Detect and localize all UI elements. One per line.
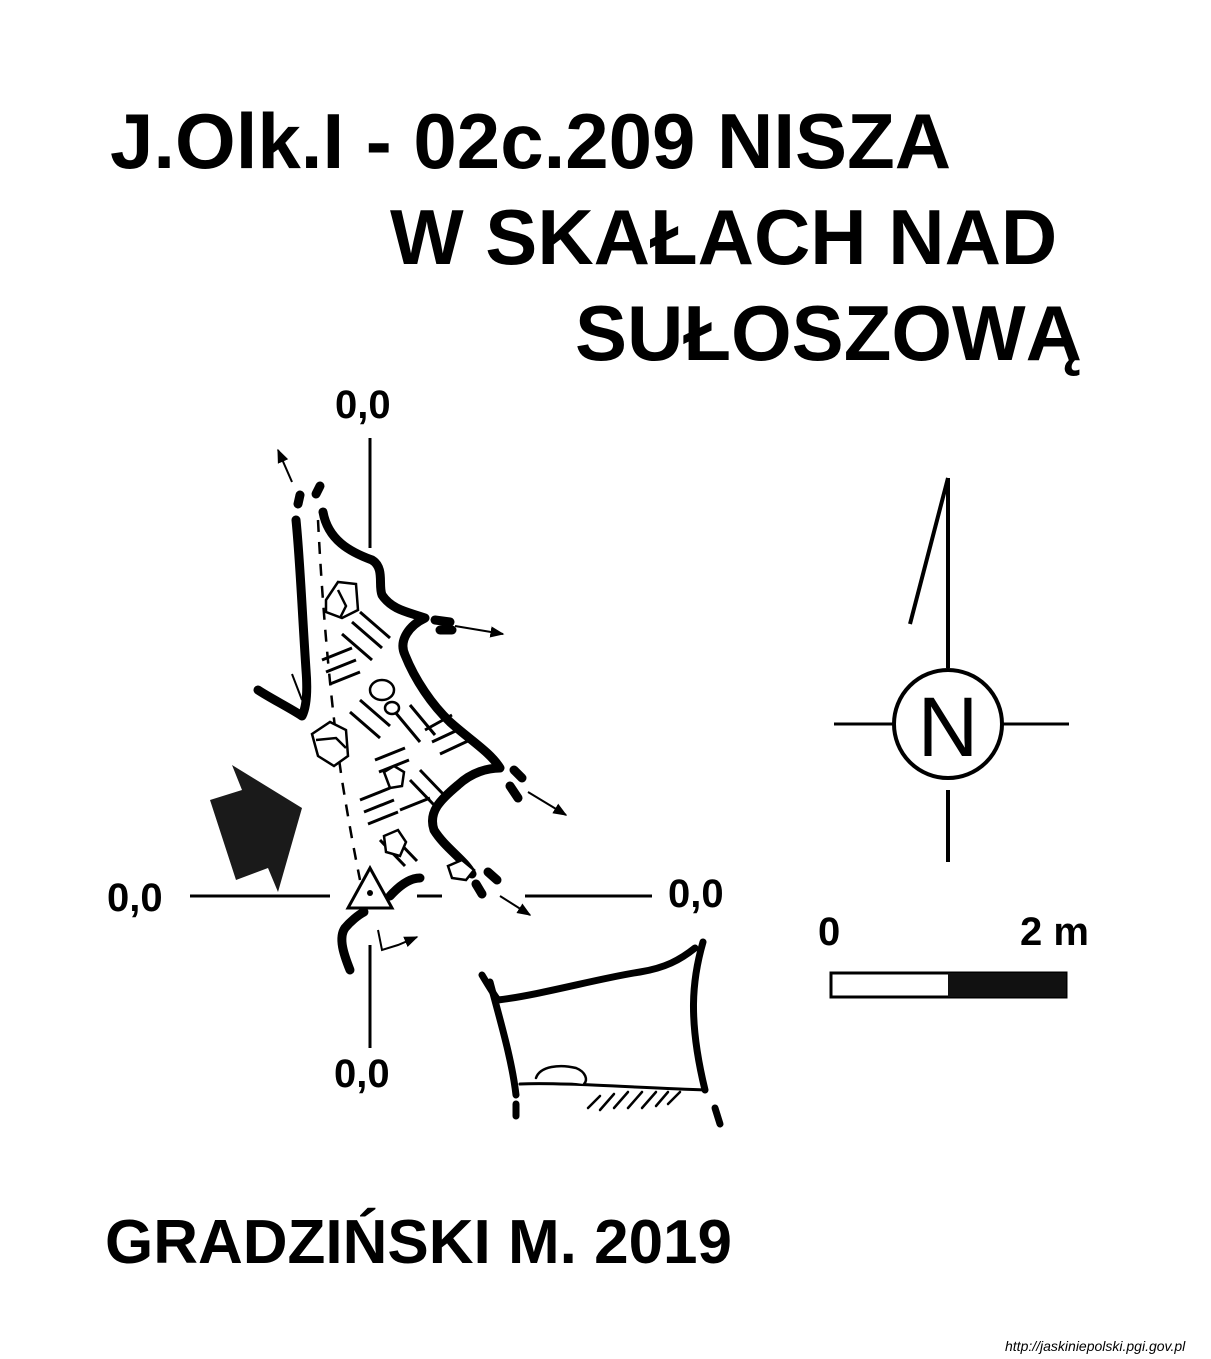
- entrance-direction-arrow: [210, 765, 302, 892]
- title-line-3: SUŁOSZOWĄ: [575, 289, 1082, 377]
- axis-label-left: 0,0: [107, 876, 163, 920]
- continuation-arrows: [277, 448, 568, 952]
- axis-label-right: 0,0: [668, 872, 724, 916]
- slope-tick: [291, 673, 303, 701]
- scale-bar: [829, 971, 1068, 999]
- axis-label-bottom: 0,0: [334, 1052, 390, 1096]
- cross-section-profile: [478, 938, 724, 1128]
- source-url: http://jaskiniepolski.pgi.gov.pl: [1005, 1338, 1186, 1354]
- author-credit: GRADZIŃSKI M. 2019: [105, 1208, 733, 1277]
- north-letter: N: [918, 680, 979, 774]
- boulders: [310, 580, 476, 882]
- cave-wall-outline: [253, 481, 527, 975]
- north-arrow: [834, 477, 1069, 862]
- axis-label-top: 0,0: [335, 383, 391, 427]
- scale-label-end: 2 m: [1020, 910, 1089, 954]
- entrance-marker: [345, 864, 395, 910]
- coordinate-axes: [190, 438, 652, 1048]
- dripline: [316, 519, 362, 881]
- title-line-1: J.Olk.I - 02c.209 NISZA: [110, 97, 952, 185]
- title-line-2: W SKAŁACH NAD: [390, 193, 1058, 281]
- scale-label-start: 0: [818, 910, 841, 954]
